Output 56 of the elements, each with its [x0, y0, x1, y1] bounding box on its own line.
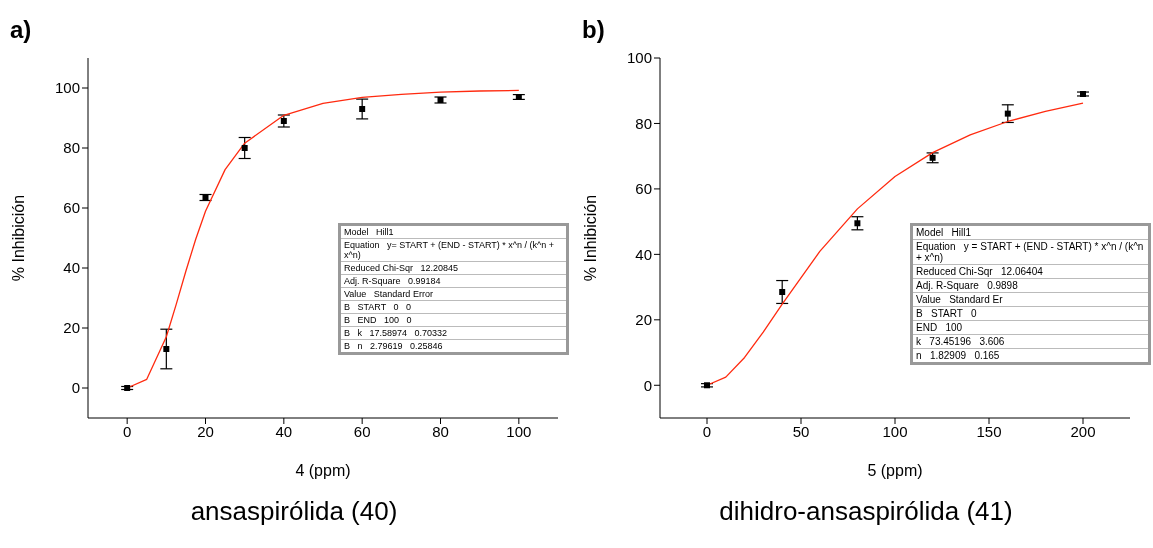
y-axis-title: % Inhibición [9, 194, 27, 282]
text: ansaspirólida (40) [189, 496, 399, 527]
annotation: Adj. R-Square 0.99184 [341, 275, 566, 288]
x-tick-label: 80 [432, 422, 449, 440]
point [1004, 110, 1011, 117]
chart-title: b) [582, 16, 605, 44]
y-tick-label: 100 [54, 79, 80, 97]
annotation: END 100 [913, 321, 1148, 335]
annotation: B START 0 [913, 307, 1148, 321]
x-axis-title: 5 (ppm) [867, 462, 923, 479]
x-tick-label: 50 [792, 422, 810, 440]
x-tick-label: 60 [353, 422, 371, 440]
y-tick-label: 0 [643, 376, 652, 394]
annotation: B START 0 0 [341, 301, 566, 314]
point [280, 118, 287, 124]
y-tick-label: 40 [635, 245, 652, 263]
y-tick-label: 40 [63, 259, 80, 277]
x-tick-label: 20 [197, 422, 214, 440]
annotation: B k 17.58974 0.70332 [341, 327, 566, 340]
y-tick-label: 60 [63, 199, 80, 217]
y-axis-title: % Inhibición [581, 194, 599, 282]
x-tick-label: 100 [882, 422, 908, 440]
chart-title: a) [10, 16, 32, 44]
annotation: Reduced Chi-Sqr 12.20845 [341, 262, 566, 275]
y-tick-label: 0 [71, 379, 80, 397]
y-tick-label: 20 [635, 311, 652, 329]
x-tick-label: 150 [976, 422, 1002, 440]
x-tick-label: 0 [122, 422, 132, 440]
annotation: Model Hill1 [913, 226, 1148, 240]
annotation: k 73.45196 3.606 [913, 335, 1148, 349]
annotation: Equation y = START + (END - START) * x^n / (k^n + x^n) [913, 240, 1148, 265]
x-axis-title: 4 (ppm) [295, 462, 351, 479]
x-tick-label: 200 [1070, 422, 1096, 440]
annotation: B END 100 0 [341, 314, 566, 327]
text: dihidro-ansaspirólida (41) [718, 496, 1014, 527]
x-tick-label: 0 [702, 422, 712, 440]
annotation: Adj. R-Square 0.9898 [913, 279, 1148, 293]
annotation: Value Standard Error [341, 288, 566, 301]
point [779, 289, 786, 295]
annotation: Value Standard Er [913, 293, 1148, 307]
x-tick-label: 40 [275, 422, 293, 440]
y-tick-label: 80 [63, 139, 80, 157]
x-tick-label: 100 [506, 422, 532, 440]
y-tick-label: 80 [635, 114, 652, 132]
point [359, 106, 366, 112]
y-tick-label: 100 [626, 49, 652, 67]
annotation: Model Hill1 [341, 226, 566, 239]
annotation: n 1.82909 0.165 [915, 349, 1001, 362]
point [241, 145, 248, 151]
annotation: Reduced Chi-Sqr 12.06404 [913, 265, 1148, 279]
point [163, 346, 170, 352]
y-tick-label: 20 [63, 319, 80, 337]
annotation: Equation y= START + (END - START) * x^n / (k^n + x^n) [341, 239, 566, 262]
y-tick-label: 60 [635, 180, 652, 198]
annotation: B n 2.79619 0.25846 [343, 340, 444, 352]
point [854, 220, 861, 227]
